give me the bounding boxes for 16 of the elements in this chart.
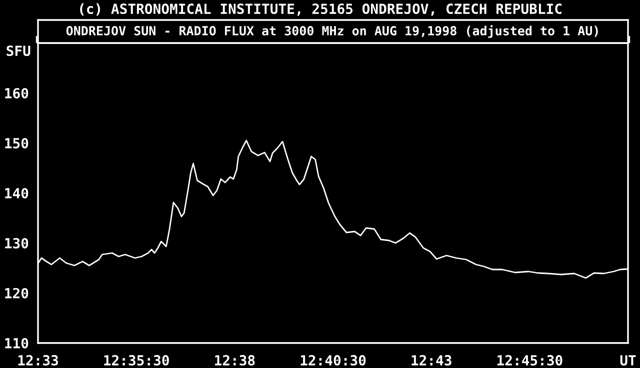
x-tick-label: 12:35:30 (104, 355, 169, 366)
x-tick-label: 12:38 (215, 355, 255, 366)
text: (c) ASTRONOMICAL INSTITUTE, 25165 ONDREJOV, CZECH REPUBLIC (80, 3, 562, 16)
chart-title: ONDREJOV SUN - RADIO FLUX at 3000 MHz on AUG 19,1998 (adjusted to 1 AU) (66, 25, 598, 38)
y-tick-label: 160 (5, 88, 28, 98)
x-tick-label: UT (620, 355, 636, 366)
x-tick-label: 12:40:30 (300, 355, 366, 366)
y-tick-label: 120 (5, 288, 28, 298)
y-axis-title: SFU (6, 46, 30, 56)
y-tick-label: 150 (5, 138, 28, 148)
x-tick-label: 12:33 (18, 355, 58, 366)
y-tick-label: 130 (5, 238, 28, 248)
y-tick-label: 110 (5, 338, 28, 348)
x-tick-label: 12:43 (412, 355, 452, 366)
y-tick-label: 140 (5, 188, 28, 198)
x-tick-label: 12:45:30 (497, 355, 562, 366)
